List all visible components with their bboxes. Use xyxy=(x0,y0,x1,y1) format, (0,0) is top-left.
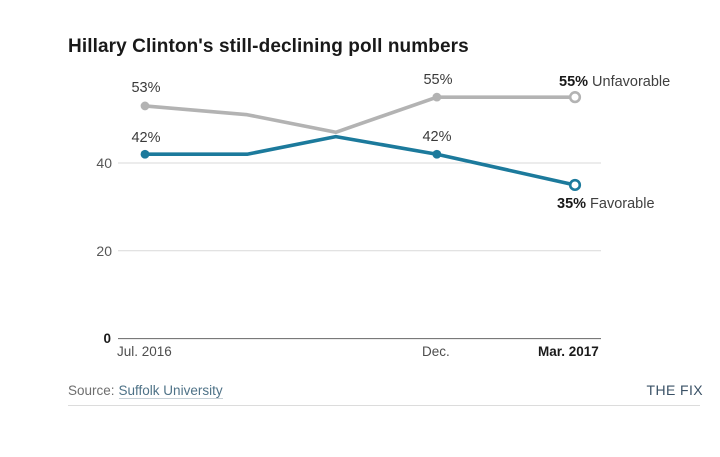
dot-marker-unfavorable xyxy=(432,92,442,102)
open-marker-unfavorable xyxy=(568,91,582,104)
end-name-favorable: Favorable xyxy=(590,196,655,212)
label-jul-favorable: 42% xyxy=(131,130,161,146)
open-marker-favorable xyxy=(568,178,582,192)
end-label-favorable: 35% Favorable xyxy=(557,196,655,212)
source-link[interactable]: Suffolk University xyxy=(118,383,223,399)
dot-marker-favorable xyxy=(140,149,150,159)
footer-divider xyxy=(68,405,700,406)
brand-the-fix: THE FIX xyxy=(646,382,703,398)
source-line: Source: Suffolk University xyxy=(68,383,223,399)
series-line-favorable xyxy=(143,134,577,187)
end-label-unfavorable: 55% Unfavorable xyxy=(559,74,670,90)
series-line-unfavorable xyxy=(143,95,577,135)
dot-marker-unfavorable xyxy=(140,101,150,111)
y-tick-20: 20 xyxy=(96,243,112,259)
y-tick-0: 0 xyxy=(103,331,111,346)
x-tick-mar-2017: Mar. 2017 xyxy=(538,344,599,359)
end-value-unfavorable: 55% xyxy=(559,74,589,90)
source-prefix: Source: xyxy=(68,383,115,398)
x-tick-dec: Dec. xyxy=(422,344,450,359)
end-value-favorable: 35% xyxy=(557,196,587,212)
label-dec-unfavorable: 55% xyxy=(423,72,453,88)
end-name-unfavorable: Unfavorable xyxy=(592,74,671,90)
label-dec-favorable: 42% xyxy=(422,129,452,145)
chart-title: Hillary Clinton's still-declining poll n… xyxy=(68,36,469,57)
y-tick-40: 40 xyxy=(96,155,112,171)
label-jul-unfavorable: 53% xyxy=(131,80,161,96)
x-tick-jul-2016: Jul. 2016 xyxy=(117,344,172,359)
dot-marker-favorable xyxy=(432,149,442,159)
